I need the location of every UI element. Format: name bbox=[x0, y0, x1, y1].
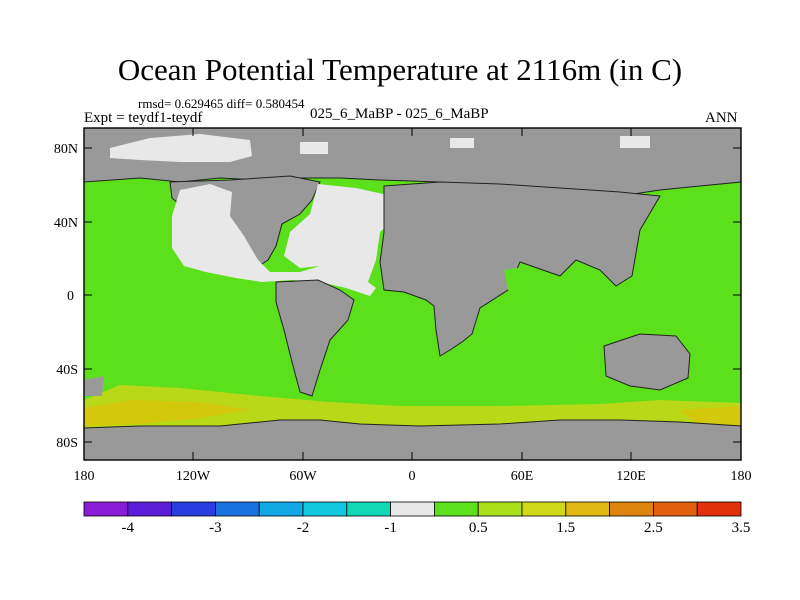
arctic-light-patch bbox=[110, 134, 252, 162]
longitude-ticks bbox=[83, 128, 742, 460]
subtitle: 025_6_MaBP - 025_6_MaBP bbox=[310, 106, 489, 122]
colorbar-swatch bbox=[346, 501, 391, 517]
colorbar-swatch bbox=[390, 501, 435, 517]
colorbar-swatch bbox=[609, 501, 654, 517]
colorbar-swatch bbox=[171, 501, 216, 517]
lon-label-120e: 120E bbox=[616, 469, 646, 484]
lon-label-120w: 120W bbox=[176, 469, 211, 484]
warmest-band-region bbox=[84, 400, 250, 426]
colorbar-label: -2 bbox=[297, 520, 310, 536]
colorbar-label: -3 bbox=[209, 520, 222, 536]
latitude-ticks bbox=[84, 147, 741, 443]
lat-label-80n: 80N bbox=[54, 142, 78, 157]
arctic-light-patch-small-3 bbox=[450, 138, 474, 148]
lon-label-0: 0 bbox=[409, 469, 416, 484]
colorbar-swatch bbox=[653, 501, 698, 517]
colorbar-swatch bbox=[258, 501, 304, 517]
colorbar-label: 0.5 bbox=[469, 520, 488, 536]
lon-label-180w: 180 bbox=[74, 469, 95, 484]
colorbar-swatch bbox=[433, 501, 479, 517]
arctic-light-patch-small bbox=[300, 142, 328, 154]
colorbar-swatch bbox=[83, 501, 129, 517]
season-label: ANN bbox=[705, 110, 738, 126]
colorbar-swatch bbox=[302, 501, 348, 517]
arabian-sea-region bbox=[504, 266, 550, 300]
south-america-land bbox=[275, 279, 355, 397]
colorbar-label: 2.5 bbox=[644, 520, 663, 536]
colorbar bbox=[83, 501, 742, 517]
colorbar-swatch bbox=[127, 501, 173, 517]
lat-label-40n: 40N bbox=[54, 216, 78, 231]
plot-title: Ocean Potential Temperature at 2116m (in… bbox=[117, 52, 683, 87]
colorbar-label: -4 bbox=[122, 520, 135, 536]
lat-label-40s: 40S bbox=[56, 363, 78, 378]
colorbar-label: 1.5 bbox=[556, 520, 575, 536]
colorbar-label: 3.5 bbox=[732, 520, 751, 536]
colorbar-labels: -4 -3 -2 -1 0.5 1.5 2.5 3.5 bbox=[122, 520, 751, 536]
australia-land bbox=[603, 333, 691, 391]
colorbar-swatch bbox=[565, 501, 610, 517]
colorbar-swatch bbox=[477, 501, 523, 517]
lat-label-0: 0 bbox=[67, 289, 74, 304]
colorbar-swatch bbox=[214, 501, 260, 517]
colorbar-label: -1 bbox=[384, 520, 397, 536]
colorbar-swatch bbox=[521, 501, 567, 517]
lon-label-60w: 60W bbox=[289, 469, 317, 484]
arctic-light-patch-small-2 bbox=[620, 136, 650, 148]
lat-label-80s: 80S bbox=[56, 436, 78, 451]
lon-label-180e: 180 bbox=[731, 469, 752, 484]
lon-label-60e: 60E bbox=[511, 469, 534, 484]
southern-light-patch bbox=[84, 376, 104, 396]
rmsd-diff-stats: rmsd= 0.629465 diff= 0.580454 bbox=[138, 96, 305, 111]
experiment-label: Expt = teydf1-teydf bbox=[84, 110, 203, 126]
north-atlantic-light-region-2 bbox=[284, 184, 398, 282]
north-atlantic-light-region bbox=[172, 184, 376, 296]
colorbar-swatch bbox=[696, 501, 742, 517]
